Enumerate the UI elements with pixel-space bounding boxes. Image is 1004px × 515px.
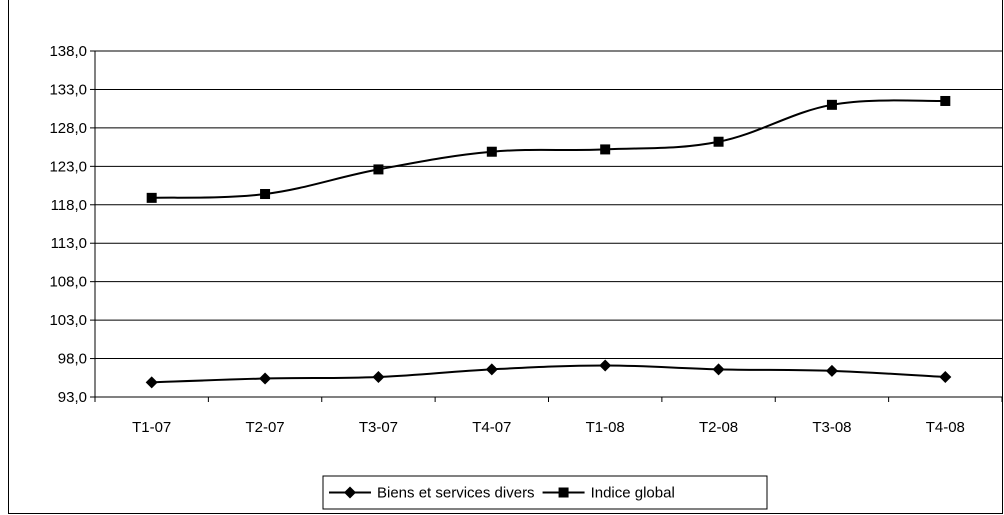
diamond-point [599,359,612,372]
diamond-point [825,364,838,377]
x-tick-label: T1-08 [586,419,625,436]
square-point [260,189,271,200]
legend-label: Indice global [591,485,675,502]
square-point [713,136,724,147]
x-tick-label: T4-07 [472,419,511,436]
x-tick-label: T3-07 [359,419,398,436]
legend-marker [344,486,356,499]
series-line [151,364,946,384]
y-axis-ticks: 93,0 98,0 103,0 108,0 113,0 118,0 123,0 128,0 13… [49,43,87,406]
y-tick-label: 98,0 [58,351,87,368]
y-tick-label: 118,0 [51,197,87,214]
series-line [151,99,946,199]
x-tick-label: T2-08 [699,419,738,436]
x-tick-label: T2-07 [245,419,284,436]
y-tick-label: 138,0 [49,43,87,60]
x-tick-label: T1-07 [132,419,171,436]
diamond-point [259,372,272,385]
diamond-point [372,371,385,384]
chart-area [8,0,1003,514]
y-tick-label: 108,0 [49,274,87,291]
square-point [486,146,497,157]
legend-item: Indice global [542,485,675,502]
y-tick-label: 103,0 [49,312,87,329]
series-1 [146,95,951,203]
square-point [940,95,951,106]
x-tick-label: T3-08 [812,419,851,436]
x-axis-ticks: T1-07 T2-07 T3-07 T4-07 T1-08 T2-08 T3-08 T4-08 [132,419,965,436]
x-tick-label: T4-08 [926,419,965,436]
y-tick-label: 123,0 [49,158,87,175]
legend-marker [558,487,569,498]
legend-label: Biens et services divers [377,485,535,502]
y-tick-label: 133,0 [49,81,87,98]
diamond-point [485,363,498,376]
y-tick-label: 128,0 [49,120,87,137]
gridlines [95,50,1002,360]
series-0 [145,359,952,389]
legend-item: Biens et services divers [329,485,535,502]
square-point [373,164,384,175]
y-tick-label: 113,0 [51,235,87,252]
series [145,95,952,389]
diamond-point [145,376,158,389]
square-point [146,192,157,203]
diamond-point [939,371,952,384]
legend: Biens et services divers Indice global [322,475,768,510]
square-point [826,99,837,110]
axes [90,50,1003,402]
diamond-point [712,363,725,376]
square-point [600,144,611,155]
y-tick-label: 93,0 [58,389,87,406]
